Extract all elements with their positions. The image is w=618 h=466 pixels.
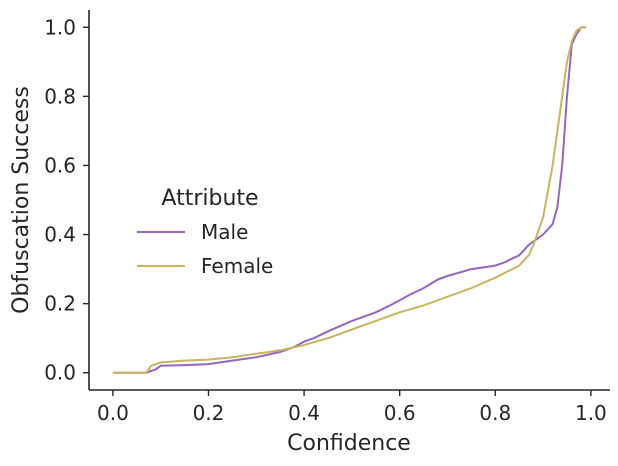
y-tick-label: 0.4 — [44, 223, 76, 247]
x-tick-label: 1.0 — [575, 401, 607, 425]
x-tick-label: 0.8 — [479, 401, 511, 425]
series-line-female — [112, 26, 587, 374]
series-lines — [112, 26, 587, 374]
y-tick-label: 0.2 — [44, 292, 76, 316]
x-tick-label: 0.4 — [288, 401, 320, 425]
series-line-male — [112, 26, 587, 374]
y-tick-label: 1.0 — [44, 15, 76, 39]
chart-legend: Attribute Male Female — [137, 186, 273, 278]
x-tick-label: 0.0 — [97, 401, 129, 425]
chart-axes — [88, 10, 610, 391]
y-tick-label: 0.0 — [44, 361, 76, 385]
y-tick-label: 0.6 — [44, 153, 76, 177]
x-tick-label: 0.6 — [384, 401, 416, 425]
x-ticks: 0.0 0.2 0.4 0.6 0.8 1.0 — [97, 390, 607, 425]
legend-label-female: Female — [201, 254, 273, 278]
x-axis-label: Confidence — [287, 431, 411, 456]
legend-title: Attribute — [161, 186, 258, 211]
y-ticks: 0.0 0.2 0.4 0.6 0.8 1.0 — [44, 15, 89, 385]
x-tick-label: 0.2 — [193, 401, 225, 425]
y-axis-label: Obfuscation Success — [9, 86, 34, 314]
legend-label-male: Male — [201, 220, 248, 244]
y-tick-label: 0.8 — [44, 84, 76, 108]
